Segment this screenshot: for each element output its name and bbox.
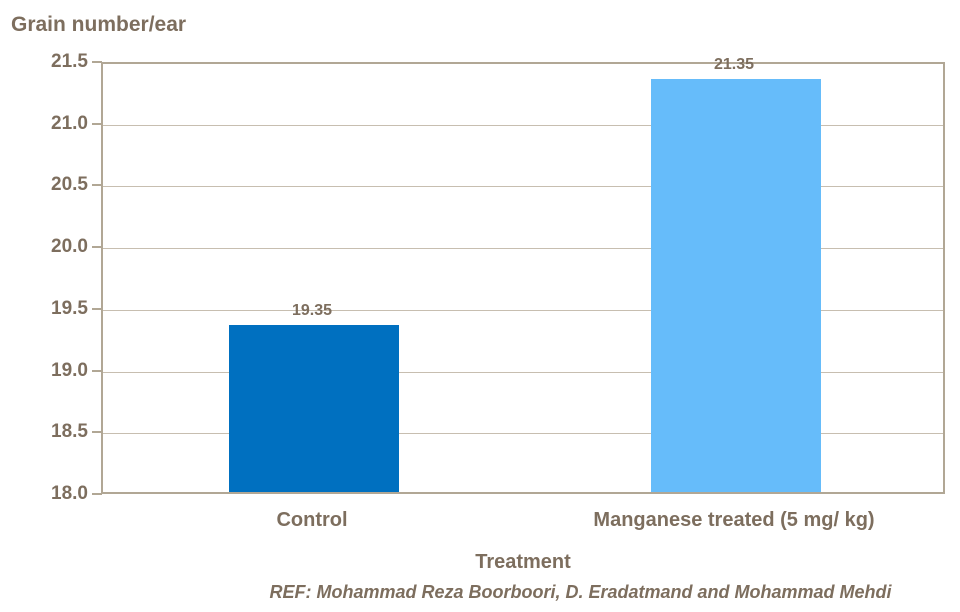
reference-text: REF: Mohammad Reza Boorboori, D. Eradatm… <box>269 582 892 602</box>
y-tick-label: 20.5 <box>51 174 88 196</box>
plot-area <box>101 62 945 494</box>
y-tick-label: 18.5 <box>51 421 88 443</box>
gridline <box>103 433 943 435</box>
y-tick-mark <box>92 246 102 249</box>
y-tick-mark <box>92 431 102 434</box>
gridline <box>103 371 943 373</box>
gridline <box>103 124 943 126</box>
y-tick-label: 19.5 <box>51 297 88 319</box>
y-tick-mark <box>92 61 102 63</box>
bar-data-label: 21.35 <box>713 56 755 73</box>
x-category-label: Control <box>276 509 348 531</box>
bar-data-label: 19.35 <box>291 302 333 319</box>
y-tick-label: 20.0 <box>51 236 88 258</box>
x-category-label: Manganese treated (5 mg/ kg) <box>593 509 875 531</box>
chart-title: Grain number/ear <box>11 13 187 36</box>
y-tick-label: 18.0 <box>51 483 88 504</box>
y-tick-label: 21.5 <box>51 51 88 72</box>
y-tick-label: 19.0 <box>51 359 88 381</box>
gridline <box>103 248 943 250</box>
gridline <box>103 309 943 311</box>
y-tick-label: 21.0 <box>51 112 88 134</box>
bar-manganese-treated-5-mg-kg <box>651 79 821 492</box>
bar-control <box>229 325 399 492</box>
gridline <box>103 186 943 188</box>
x-axis-title: Treatment <box>475 551 571 573</box>
y-tick-mark <box>92 184 102 187</box>
y-tick-mark <box>92 369 102 372</box>
y-tick-mark <box>92 493 102 495</box>
y-tick-mark <box>92 122 102 125</box>
y-tick-mark <box>92 307 102 310</box>
